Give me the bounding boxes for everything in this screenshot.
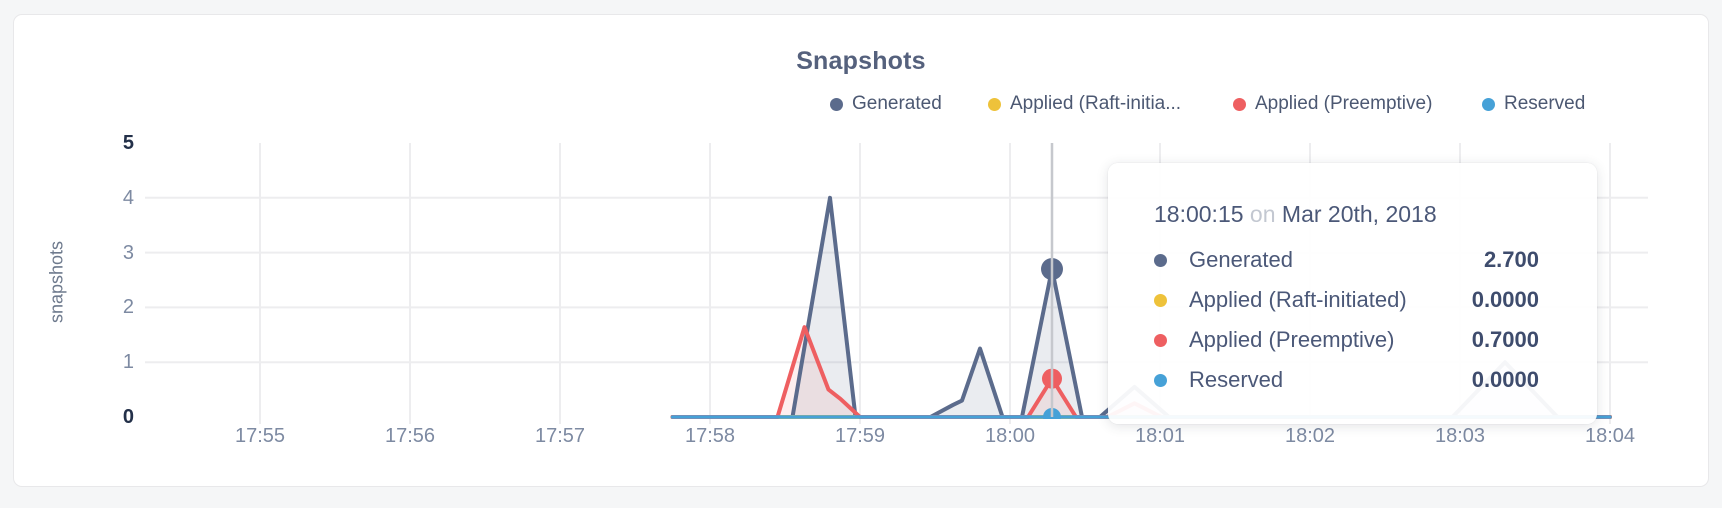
tooltip-connector: on — [1249, 201, 1276, 227]
y-tick-label: 5 — [122, 132, 134, 154]
legend-label: Applied (Raft-initia... — [1010, 93, 1182, 114]
y-tick-label: 1 — [122, 351, 134, 374]
tooltip-row: Reserved 0.0000 — [1154, 360, 1539, 400]
chart-tooltip: 18:00:15 on Mar 20th, 2018 Generated 2.70… — [1108, 163, 1597, 424]
tooltip-series-dot-icon — [1154, 333, 1167, 347]
legend-label: Applied (Preemptive) — [1255, 93, 1433, 114]
tooltip-series-label: Reserved — [1189, 367, 1284, 392]
legend-item[interactable]: Applied (Preemptive) — [1233, 91, 1432, 117]
x-tick-label: 17:55 — [234, 425, 286, 447]
chart-title: Snapshots — [796, 47, 926, 75]
tooltip-row: Generated 2.700 — [1154, 240, 1539, 280]
x-tick-label: 18:01 — [1134, 425, 1186, 447]
y-tick-label: 4 — [122, 186, 134, 209]
tooltip-series-dot-icon — [1154, 373, 1167, 387]
x-tick-label: 17:56 — [384, 425, 436, 447]
x-tick-label: 18:04 — [1584, 425, 1636, 447]
tooltip-row: Applied (Preemptive) 0.7000 — [1154, 320, 1539, 360]
x-tick-label: 17:57 — [534, 425, 586, 447]
tooltip-series-dot-icon — [1154, 253, 1167, 267]
legend-item[interactable]: Generated — [830, 91, 942, 117]
tooltip-series-label: Applied (Raft-initiated) — [1189, 287, 1407, 312]
tooltip-series-value: 0.0000 — [1471, 367, 1539, 392]
x-tick-label: 17:58 — [684, 425, 736, 447]
legend-dot-icon — [988, 97, 1001, 111]
y-tick-label: 3 — [122, 241, 134, 264]
tooltip-series-value: 0.7000 — [1471, 327, 1539, 352]
legend-label: Generated — [852, 93, 942, 114]
tooltip-row: Applied (Raft-initiated) 0.0000 — [1154, 280, 1539, 320]
legend-item[interactable]: Reserved — [1482, 91, 1585, 117]
tooltip-title: 18:00:15 on Mar 20th, 2018 — [1154, 197, 1539, 231]
y-tick-label: 0 — [122, 406, 134, 428]
legend-dot-icon — [830, 97, 843, 111]
x-tick-label: 17:59 — [834, 425, 886, 447]
tooltip-series-label: Generated — [1189, 247, 1293, 272]
tooltip-series-value: 2.700 — [1483, 247, 1539, 272]
legend-label: Reserved — [1504, 93, 1586, 114]
x-tick-label: 18:03 — [1434, 425, 1486, 447]
legend-item[interactable]: Applied (Raft-initia... — [988, 91, 1181, 117]
legend-dot-icon — [1233, 97, 1246, 111]
x-tick-label: 18:02 — [1284, 425, 1336, 447]
y-tick-label: 2 — [122, 296, 134, 319]
x-tick-label: 18:00 — [984, 425, 1036, 447]
tooltip-date: Mar 20th, 2018 — [1281, 201, 1437, 227]
tooltip-series-label: Applied (Preemptive) — [1189, 327, 1395, 352]
tooltip-series-dot-icon — [1154, 293, 1167, 307]
tooltip-time: 18:00:15 — [1154, 201, 1244, 227]
tooltip-rows: Generated 2.700 Applied (Raft-initiated) 0.… — [1154, 240, 1539, 400]
legend-dot-icon — [1482, 97, 1495, 111]
tooltip-series-value: 0.0000 — [1471, 287, 1539, 312]
